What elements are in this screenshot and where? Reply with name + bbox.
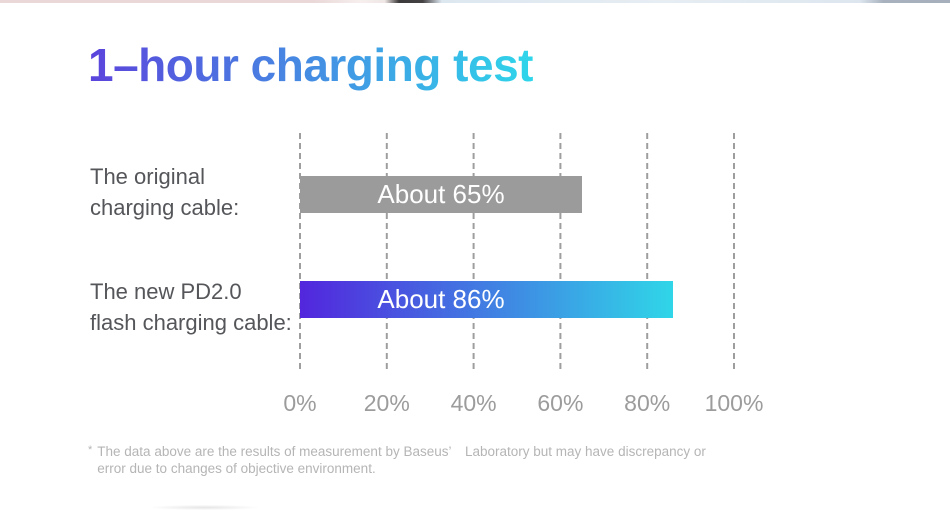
footnote-text: The data above are the results of measur… (97, 443, 706, 477)
bar-row-1: About 86% (300, 281, 674, 318)
footnote-line-2: error due to changes of objective enviro… (97, 461, 376, 476)
row-category-label-line: The new PD2.0 (90, 279, 242, 304)
x-axis-tick-label: 80% (624, 390, 671, 416)
row-category-label: The new PD2.0 flash charging cable: (90, 276, 292, 338)
x-axis-tick-label: 100% (704, 390, 764, 416)
bottom-smudge-artifact (152, 505, 257, 510)
x-axis-tick-label: 0% (283, 390, 317, 416)
bar-value-label: About 86% (377, 284, 505, 314)
x-axis-tick-label: 40% (450, 390, 497, 416)
row-category-label-line: The original (90, 164, 205, 189)
footnote: * The data above are the results of meas… (88, 443, 706, 477)
row-category-label: The original charging cable: (90, 161, 239, 223)
top-edge-crop-artifact (0, 0, 950, 3)
bar-value-label: About 65% (377, 179, 505, 209)
row-category-label-line: flash charging cable: (90, 310, 292, 335)
row-category-label-line: charging cable: (90, 195, 240, 220)
x-axis-tick-label: 20% (363, 390, 410, 416)
footnote-asterisk: * (88, 444, 93, 456)
page-title: 1–hour charging test (88, 39, 533, 91)
x-axis-tick-label: 60% (537, 390, 584, 416)
footnote-line-1: The data above are the results of measur… (97, 444, 706, 459)
bar-row-0: About 65% (300, 176, 583, 213)
